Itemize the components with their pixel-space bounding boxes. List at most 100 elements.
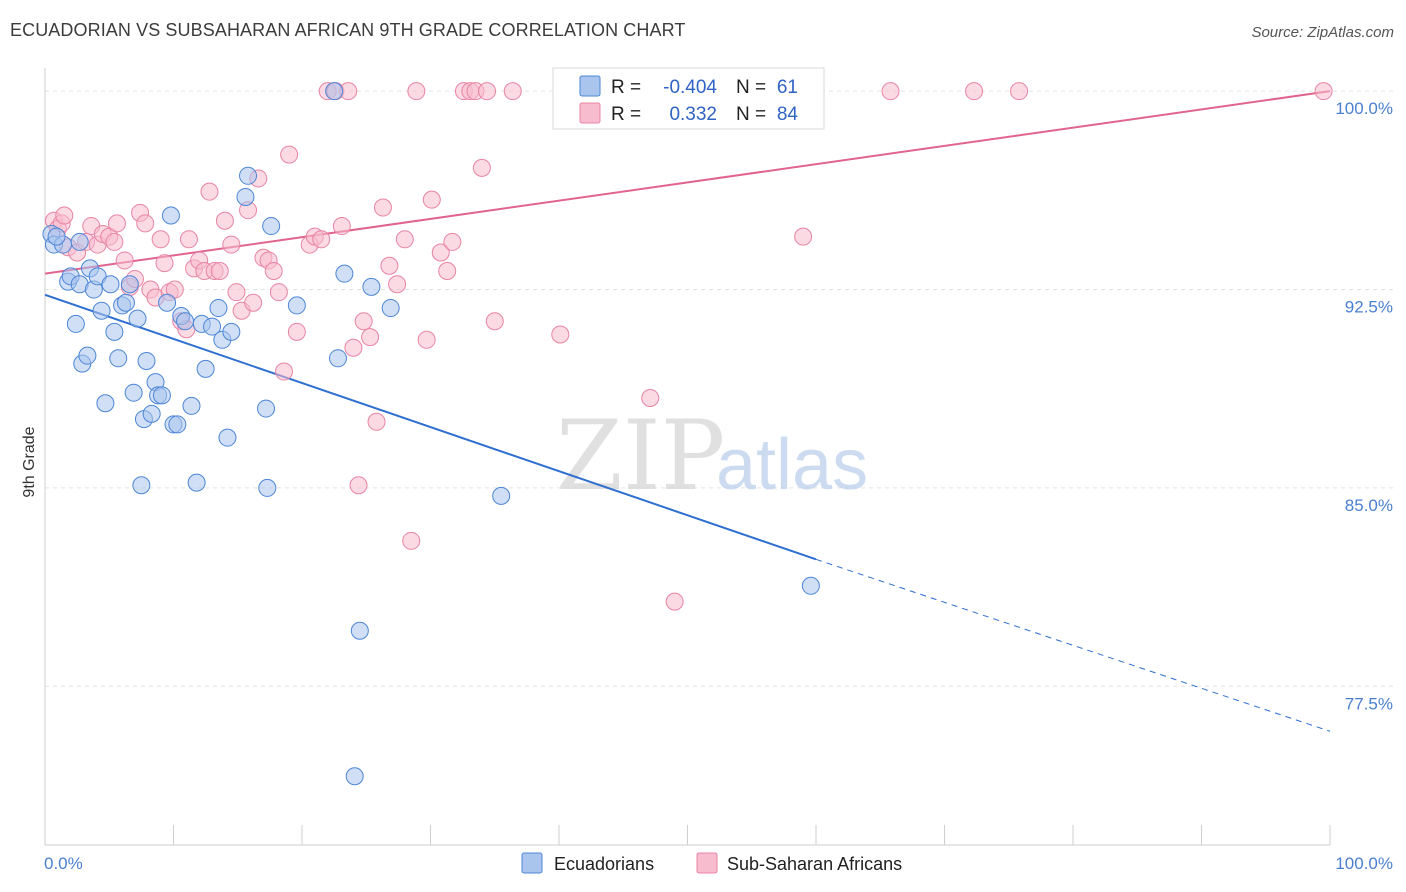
point-subsaharan-57 [361,328,380,347]
point-subsaharan-67 [431,243,450,262]
y-tick-labels: 100.0% 92.5% 85.0% 77.5% [1335,99,1393,713]
point-ecuadorian-39 [203,317,222,336]
trend-line-ecuadorians [44,293,817,561]
point-ecuadorian-11 [88,267,107,286]
point-subsaharan-34 [222,235,241,254]
point-subsaharan-83 [1010,82,1029,101]
point-subsaharan-56 [354,312,373,331]
point-ecuadorian-8 [78,346,97,365]
point-ecuadorian-18 [116,293,135,312]
point-ecuadorian-44 [236,187,255,206]
point-ecuadorian-35 [182,396,201,415]
point-ecuadorian-32 [168,415,187,434]
point-subsaharan-21 [155,254,174,273]
point-ecuadorian-38 [196,359,215,378]
point-ecuadorian-20 [124,383,143,402]
point-subsaharan-61 [388,275,407,294]
y-tick-label-1: 92.5% [1345,298,1393,317]
y-tick-label-0: 100.0% [1335,99,1393,118]
point-subsaharan-77 [551,325,570,344]
point-subsaharan-44 [275,362,294,381]
point-subsaharan-63 [402,531,421,550]
point-subsaharan-65 [417,330,436,349]
legend-n-value-1: 61 [777,77,798,98]
point-ecuadorian-51 [328,349,347,368]
point-ecuadorian-36 [187,473,206,492]
axes [44,68,1331,846]
legend-r-label-2: R = [611,104,641,125]
trend-lines [44,90,1331,732]
point-subsaharan-80 [794,227,813,246]
series-legend-label-subsaharan: Sub-Saharan Africans [727,854,902,874]
series-legend-label-ecuadorians: Ecuadorians [554,854,654,874]
point-ecuadorian-49 [287,296,306,315]
series-legend-swatch-subsaharan [696,852,718,874]
point-subsaharan-33 [215,211,234,230]
point-ecuadorian-25 [142,404,161,423]
point-ecuadorian-24 [137,351,156,370]
point-ecuadorian-59 [70,232,89,251]
trend-line-subsaharan [44,90,1331,275]
point-subsaharan-73 [472,158,491,177]
point-ecuadorian-50 [325,82,344,101]
point-ecuadorian-30 [161,206,180,225]
point-subsaharan-55 [349,476,368,495]
point-subsaharan-43 [269,283,288,302]
point-subsaharan-13 [115,251,134,270]
point-ecuadorian-52 [335,264,354,283]
point-subsaharan-12 [107,214,126,233]
point-ecuadorian-54 [345,767,364,786]
y-tick-label-3: 77.5% [1345,694,1393,713]
point-subsaharan-17 [136,214,155,233]
point-ecuadorian-40 [209,299,228,318]
correlation-legend: R = -0.404 N = 61 R = 0.332 N = 84 [552,67,825,130]
point-subsaharan-79 [665,592,684,611]
legend-r-label-1: R = [611,77,641,98]
x-tick-label-max: 100.0% [1335,854,1393,873]
point-ecuadorian-19 [120,275,139,294]
legend-r-value-1: -0.404 [663,77,717,98]
point-subsaharan-45 [280,145,299,164]
point-subsaharan-30 [200,182,219,201]
point-subsaharan-32 [210,262,229,281]
point-subsaharan-82 [965,82,984,101]
chart-source: Source: ZipAtlas.com [1251,24,1394,41]
x-tick-label-min: 0.0% [44,854,83,873]
point-subsaharan-38 [244,293,263,312]
point-subsaharan-64 [407,82,426,101]
point-ecuadorian-22 [132,476,151,495]
point-ecuadorian-47 [262,217,281,236]
point-subsaharan-62 [395,230,414,249]
point-subsaharan-60 [380,256,399,275]
point-subsaharan-54 [344,338,363,357]
point-ecuadorian-21 [128,309,147,328]
point-subsaharan-75 [485,312,504,331]
point-ecuadorian-55 [362,277,381,296]
chart-title: ECUADORIAN VS SUBSAHARAN AFRICAN 9TH GRA… [10,20,686,40]
y-tick-label-2: 85.0% [1345,496,1393,515]
point-ecuadorian-5 [66,314,85,333]
data-points [42,82,1333,786]
point-subsaharan-52 [332,217,351,236]
legend-swatch-pink [579,102,601,124]
point-subsaharan-84 [1314,82,1333,101]
point-ecuadorian-34 [176,312,195,331]
point-ecuadorian-56 [381,299,400,318]
trend-line-ecuadorians-extension [815,558,1331,732]
point-subsaharan-49 [312,230,331,249]
point-ecuadorian-57 [492,486,511,505]
point-subsaharan-76 [503,82,522,101]
point-ecuadorian-42 [218,428,237,447]
point-ecuadorian-14 [101,275,120,294]
point-ecuadorian-58 [801,576,820,595]
point-ecuadorian-28 [152,386,171,405]
series-legend-swatch-ecuadorians [521,852,543,874]
watermark-zip: ZIP [556,400,725,512]
legend-n-value-2: 84 [777,104,799,125]
point-subsaharan-66 [422,190,441,209]
point-ecuadorian-45 [239,166,258,185]
legend-r-value-2: 0.332 [669,104,717,125]
series-legend: Ecuadorians Sub-Saharan Africans [521,852,902,874]
legend-n-label-2: N = [736,104,766,125]
